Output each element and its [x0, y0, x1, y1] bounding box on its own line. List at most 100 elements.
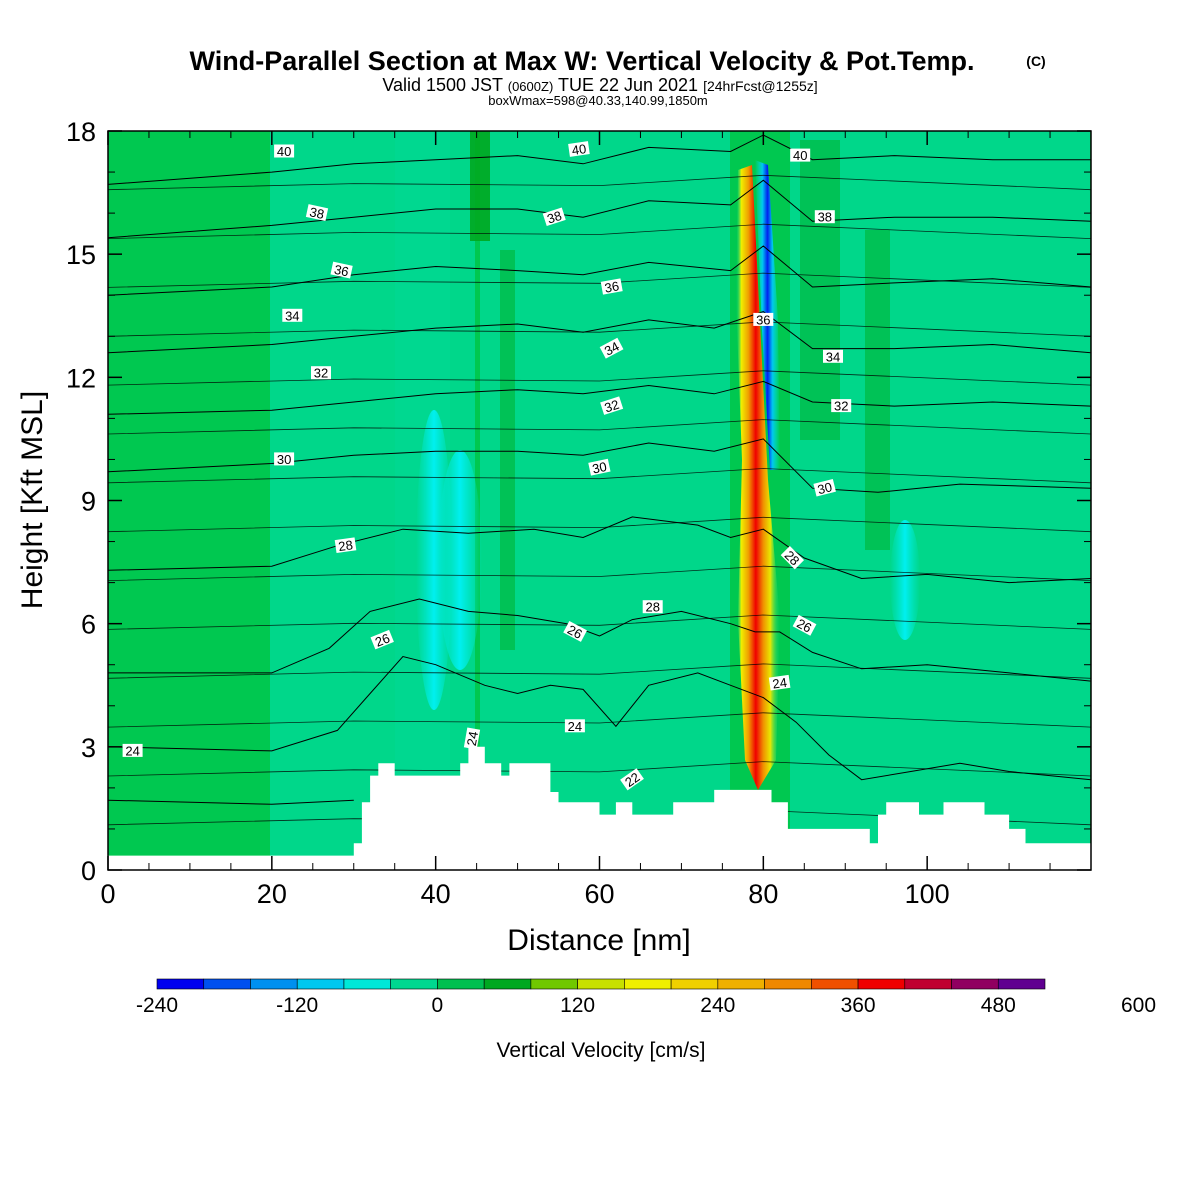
- valid-time: Valid 1500 JST: [382, 75, 503, 95]
- contour-label: 28: [334, 537, 357, 554]
- contour-label-text: 40: [277, 144, 291, 159]
- contour-label-text: 26: [565, 622, 585, 642]
- theta-contour-28: [108, 598, 1091, 682]
- x-tick-label: 20: [257, 879, 287, 909]
- colorbar-swatch: [951, 978, 999, 990]
- theta-contour-minor: [108, 516, 1091, 533]
- contour-label: 34: [823, 349, 843, 364]
- theta-contour-42: [108, 134, 1091, 185]
- colorbar-swatch: [437, 978, 485, 990]
- contour-label-text: 38: [545, 208, 563, 227]
- theta-contours: [108, 134, 1091, 826]
- contour-label-text: 24: [125, 743, 139, 758]
- theta-contour-minor: [108, 223, 1091, 239]
- contour-label: 38: [542, 207, 566, 227]
- downdraft-band: [890, 520, 920, 640]
- contour-label-box: [274, 452, 295, 466]
- theta-contour-minor: [108, 565, 1091, 581]
- vertical-velocity-field: [270, 131, 1090, 870]
- theta-contour-minor: [108, 419, 1091, 435]
- y-tick-label: 18: [66, 117, 96, 147]
- colorbar-swatch: [296, 978, 345, 990]
- contour-label-box: [599, 337, 624, 359]
- theta-contour-26: [108, 655, 1091, 781]
- contour-label-box: [311, 366, 331, 380]
- valid-time-utc: (0600Z): [508, 79, 554, 94]
- contour-label-box: [780, 545, 805, 570]
- terrain-mask: [108, 746, 1091, 870]
- contour-label-box: [564, 719, 585, 733]
- field-band: [480, 131, 730, 870]
- contour-label-text: 32: [314, 366, 328, 381]
- colorbar-swatch: [624, 978, 672, 990]
- box-wmax-line: boxWmax=598@40.33,140.99,1850m: [488, 93, 708, 108]
- contour-label-text: 26: [794, 616, 814, 636]
- contour-label: 22: [620, 768, 644, 791]
- contour-label-box: [334, 537, 357, 554]
- contour-label-text: 38: [818, 210, 832, 225]
- theta-contour-minor: [108, 614, 1091, 630]
- colorbar-swatch: [343, 978, 391, 990]
- colorbar-label: 240: [700, 994, 735, 1017]
- colorbar-label: -120: [276, 994, 318, 1017]
- contour-label-text: 36: [603, 278, 620, 295]
- contour-label-text: 24: [464, 730, 481, 747]
- field-band: [470, 131, 490, 241]
- colorbar-label: 600: [1121, 994, 1156, 1017]
- y-tick-label: 15: [66, 240, 96, 270]
- colorbar-swatch: [483, 978, 532, 990]
- theta-contour-34: [108, 380, 1091, 415]
- contour-label-box: [600, 396, 624, 415]
- contour-label: 30: [813, 478, 836, 497]
- colorbar-swatch: [717, 978, 765, 990]
- terrain: [108, 746, 1091, 870]
- contour-label-box: [274, 144, 295, 158]
- contour-label: 30: [274, 452, 295, 467]
- colorbar-label: -240: [136, 994, 178, 1017]
- theta-contour-minor: [108, 370, 1091, 386]
- contour-label-box: [463, 727, 481, 750]
- theta-contour-38: [108, 245, 1091, 296]
- contour-label: 26: [370, 629, 394, 650]
- x-tick-label: 100: [905, 879, 950, 909]
- contour-label-box: [792, 614, 817, 636]
- contour-label-box: [600, 278, 623, 295]
- contour-label-text: 26: [373, 630, 392, 649]
- contour-label: 32: [600, 396, 624, 416]
- colorbar-swatch: [670, 978, 719, 990]
- x-tick-label: 40: [421, 879, 451, 909]
- y-tick-label: 12: [66, 363, 96, 393]
- x-tick-label: 60: [584, 879, 614, 909]
- colorbar-label: 0: [432, 994, 444, 1017]
- colorbar-title: Vertical Velocity [cm/s]: [497, 1039, 706, 1062]
- contour-label-box: [330, 261, 353, 279]
- contour-label-text: 32: [603, 397, 621, 416]
- contour-label-text: 36: [333, 262, 350, 280]
- theta-contour-32: [108, 438, 1091, 493]
- theta-contour-minor: [108, 468, 1091, 484]
- contour-label-text: 40: [571, 141, 587, 158]
- downdraft-band: [416, 410, 452, 710]
- contour-label: 32: [831, 399, 852, 414]
- contour-label-box: [768, 674, 791, 691]
- theta-contour-minor: [108, 321, 1091, 337]
- colorbar-swatch: [997, 978, 1046, 990]
- colorbar-swatch: [156, 978, 205, 990]
- valid-time-line: Valid 1500 JST (0600Z) TUE 22 Jun 2021 […: [382, 75, 817, 95]
- theta-contour-40: [108, 179, 1091, 239]
- contour-label: 36: [600, 278, 623, 296]
- updraft-plume: [736, 165, 780, 790]
- contour-label-text: 24: [771, 675, 787, 692]
- contour-label-box: [282, 308, 303, 322]
- colorbar-label: 480: [981, 994, 1016, 1017]
- colorbar-swatch: [577, 978, 625, 990]
- plot-area: 40 40 40 38 38 38 36 36 36 34 34 34 32 32 32 30 30 30 28 28…: [108, 131, 1091, 870]
- contour-label-box: [305, 204, 329, 222]
- contour-label: 36: [753, 312, 774, 327]
- contour-labels: 40 40 40 38 38 38 36 36 36 34 34 34 32 32 32 30 30 30 28 28…: [122, 141, 852, 791]
- contour-label: 24: [122, 743, 143, 758]
- colorbar-swatch: [764, 978, 812, 990]
- contour-label-text: 24: [568, 719, 582, 734]
- valid-date: TUE 22 Jun 2021: [558, 75, 698, 95]
